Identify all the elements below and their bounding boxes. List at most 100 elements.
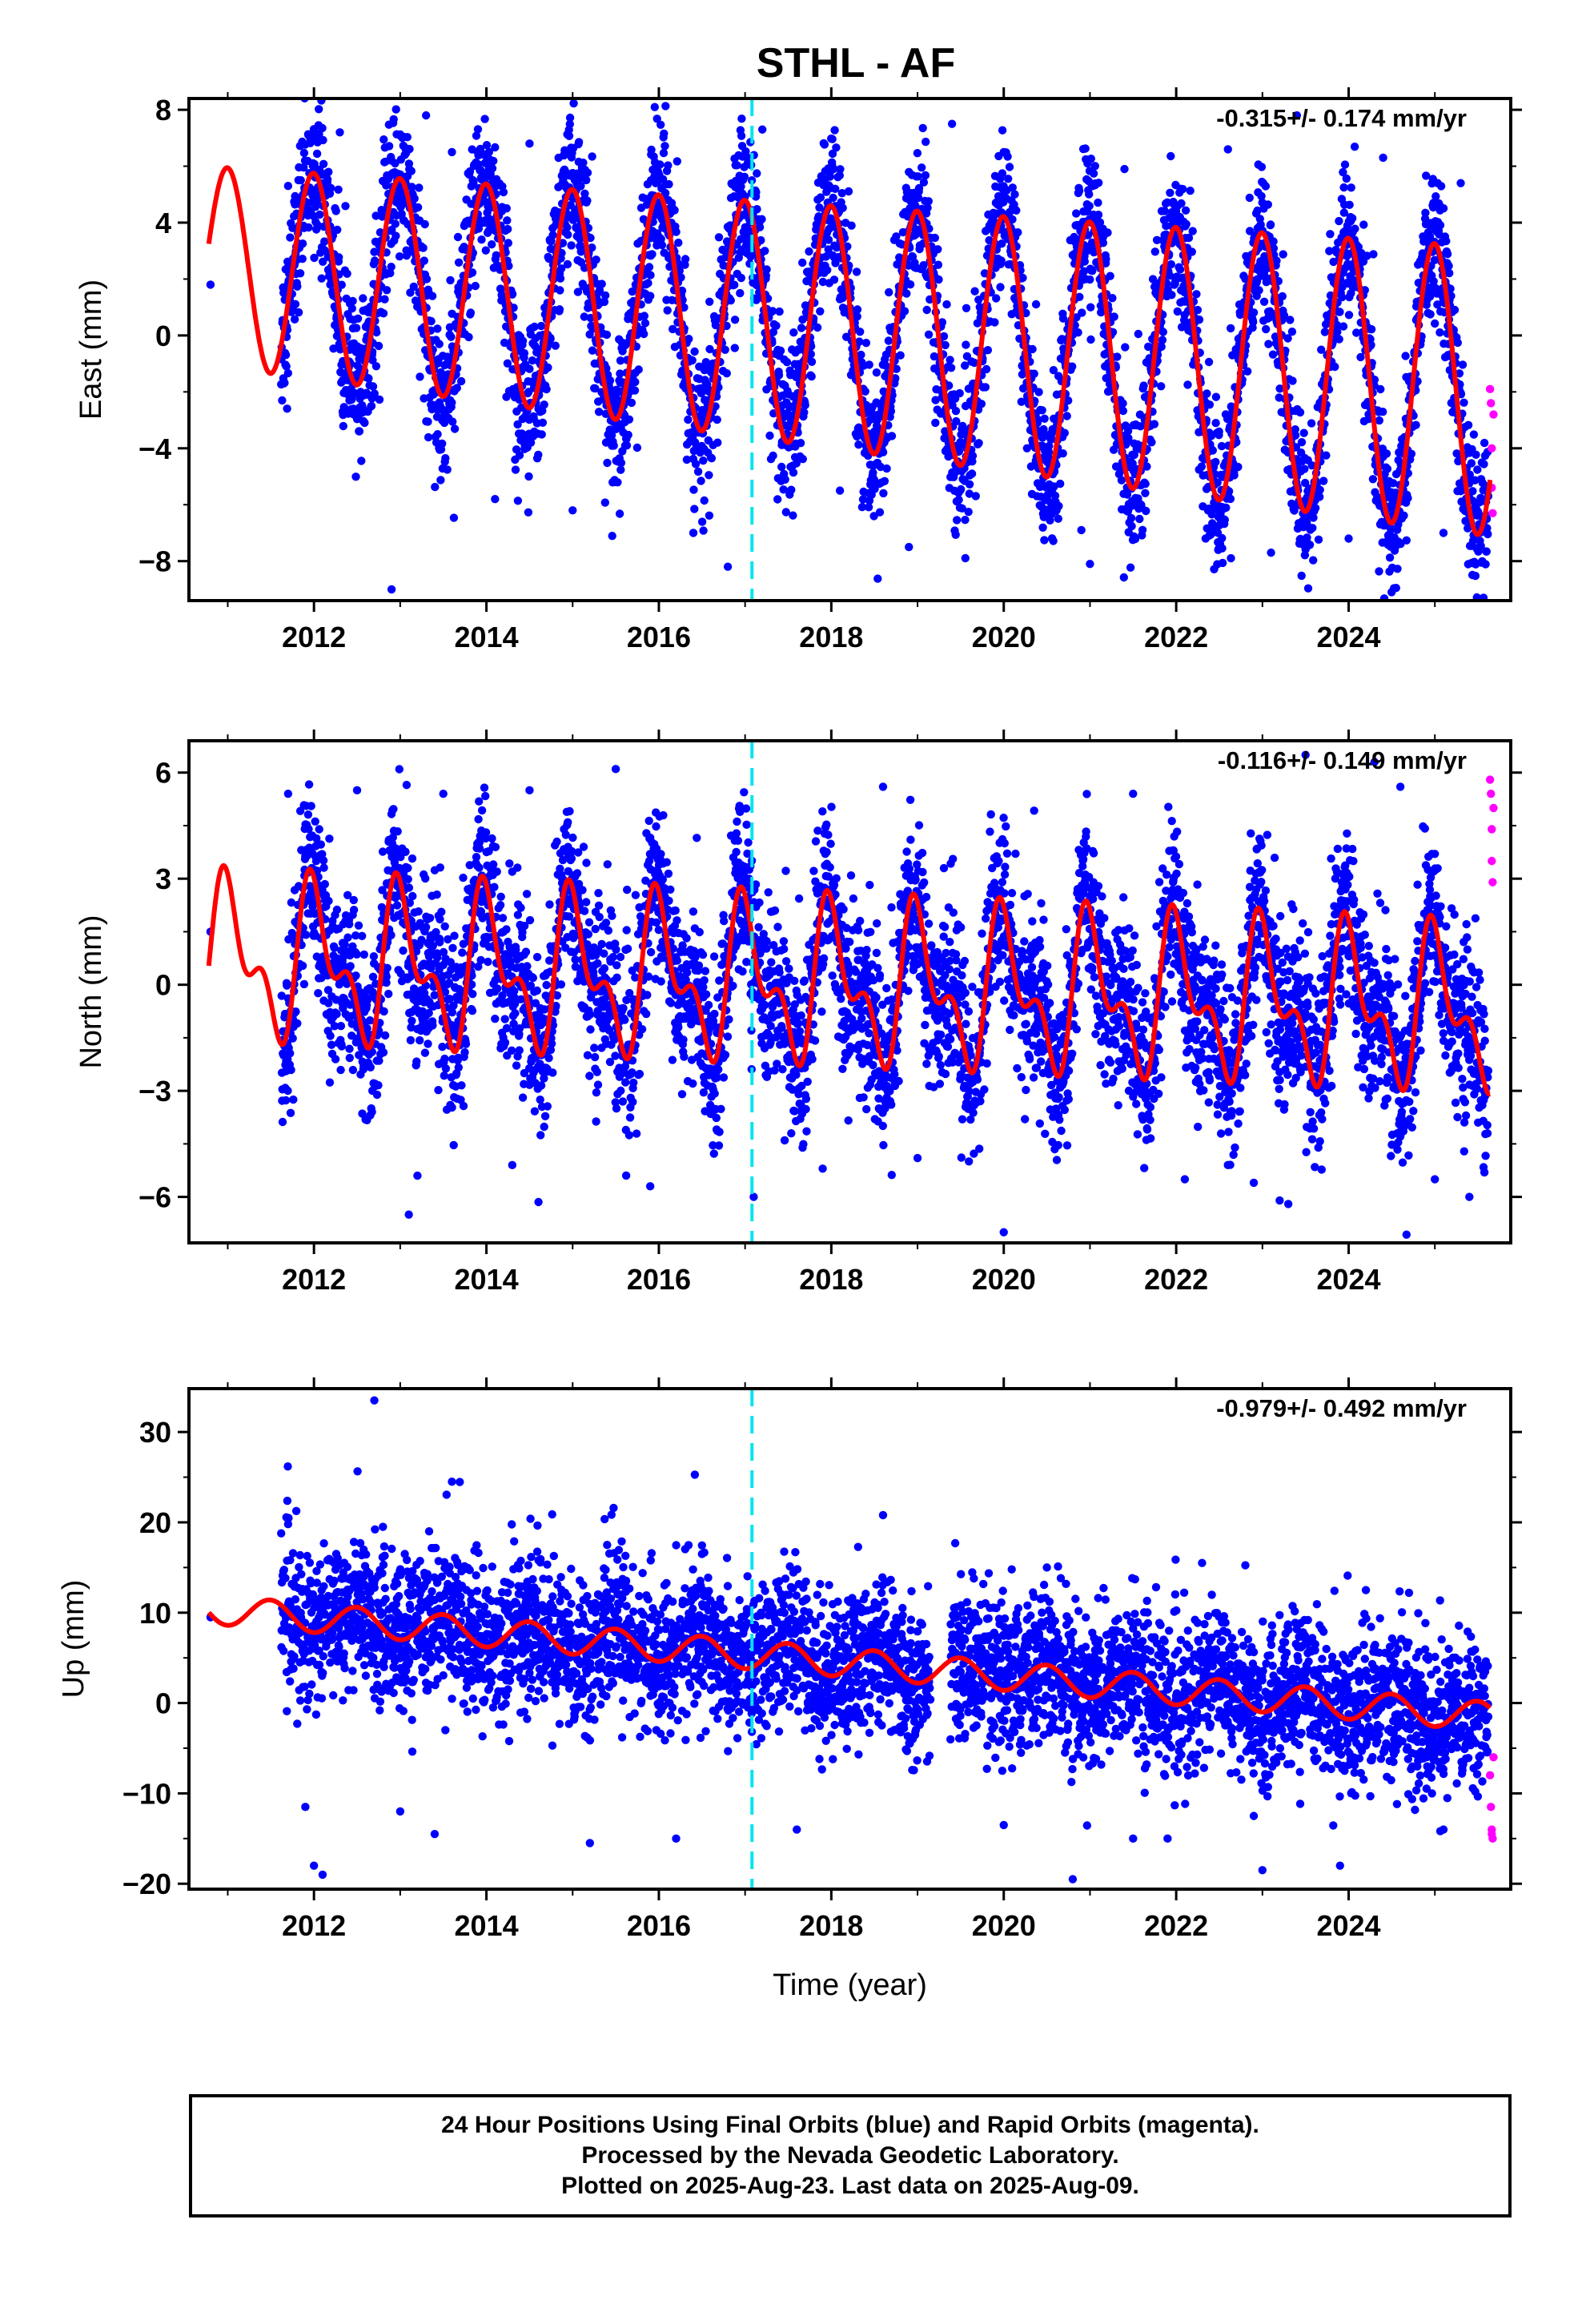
data-point	[367, 401, 376, 411]
data-point	[761, 247, 769, 255]
data-point	[1249, 308, 1259, 317]
data-point	[869, 512, 878, 521]
data-point	[1078, 308, 1086, 317]
data-point	[1086, 275, 1094, 284]
data-point	[1014, 228, 1022, 237]
data-point	[1407, 449, 1416, 458]
data-point	[298, 961, 307, 971]
data-point	[1058, 449, 1067, 458]
data-point	[640, 312, 648, 320]
data-point	[807, 357, 817, 366]
data-point	[1255, 286, 1263, 295]
data-point	[299, 979, 309, 989]
data-point	[828, 149, 837, 159]
data-point	[317, 274, 326, 283]
data-point	[472, 131, 481, 140]
data-point	[753, 169, 761, 178]
data-point	[864, 503, 873, 512]
data-point	[693, 467, 703, 476]
data-point	[783, 408, 792, 418]
data-point	[824, 245, 833, 254]
data-point	[723, 562, 733, 571]
data-point	[691, 460, 701, 468]
data-point	[705, 297, 714, 306]
data-point	[348, 296, 357, 306]
data-point	[640, 319, 650, 328]
y-axis-label: East (mm)	[74, 279, 108, 420]
data-point	[761, 271, 770, 280]
data-point	[379, 135, 388, 144]
data-point	[1359, 220, 1368, 229]
data-point	[831, 184, 840, 193]
data-point	[375, 395, 384, 404]
data-point	[854, 440, 863, 449]
data-point	[730, 316, 740, 324]
data-point	[774, 371, 784, 380]
data-point	[1049, 537, 1058, 545]
data-point	[958, 504, 966, 513]
data-point	[968, 452, 978, 460]
data-point	[913, 193, 923, 203]
x-tick-label: 2024	[1316, 621, 1380, 653]
data-point	[632, 443, 642, 452]
data-point	[1296, 606, 1304, 614]
data-point	[384, 142, 394, 151]
data-point	[447, 332, 456, 341]
data-point	[310, 253, 319, 263]
data-point	[1234, 462, 1243, 472]
data-point	[775, 307, 784, 316]
data-point	[844, 187, 853, 196]
data-point	[1249, 318, 1258, 327]
data-point	[347, 304, 356, 313]
data-point	[942, 300, 951, 309]
data-point	[1411, 420, 1420, 429]
data-point	[707, 454, 717, 463]
data-point	[372, 328, 381, 337]
data-point	[337, 280, 346, 289]
data-point	[887, 432, 897, 440]
data-point	[405, 144, 414, 154]
data-point	[580, 189, 589, 198]
data-point	[659, 148, 669, 158]
data-point	[450, 424, 460, 433]
data-point	[938, 318, 947, 327]
data-point	[1004, 175, 1013, 183]
data-point	[1436, 182, 1446, 191]
data-point	[934, 260, 943, 269]
data-point	[730, 344, 739, 352]
data-point	[1345, 200, 1354, 209]
data-point	[491, 143, 500, 152]
data-point	[351, 324, 361, 332]
data-point	[1379, 153, 1387, 163]
data-point	[1034, 416, 1042, 424]
data-point	[579, 159, 588, 167]
data-point	[1369, 250, 1378, 259]
data-point	[722, 369, 731, 378]
data-point	[471, 281, 480, 291]
data-point	[436, 476, 445, 485]
data-point	[489, 156, 498, 166]
data-point	[1040, 536, 1049, 545]
data-point	[1121, 343, 1130, 352]
data-point	[293, 1019, 302, 1028]
data-point	[829, 164, 838, 174]
data-point	[413, 203, 423, 212]
data-point	[613, 478, 622, 487]
data-point	[1223, 145, 1232, 154]
data-point	[1279, 250, 1287, 259]
data-point	[825, 224, 833, 234]
data-point	[481, 246, 490, 255]
data-point	[690, 347, 699, 356]
data-point	[1467, 459, 1476, 468]
data-point	[503, 359, 512, 368]
data-point	[420, 256, 428, 265]
data-point	[965, 489, 974, 498]
data-point	[1278, 292, 1287, 301]
data-point	[1193, 305, 1203, 315]
data-point	[755, 223, 765, 231]
data-point	[699, 526, 708, 535]
data-point	[316, 840, 325, 849]
data-point	[1147, 438, 1156, 447]
data-point	[333, 225, 342, 235]
